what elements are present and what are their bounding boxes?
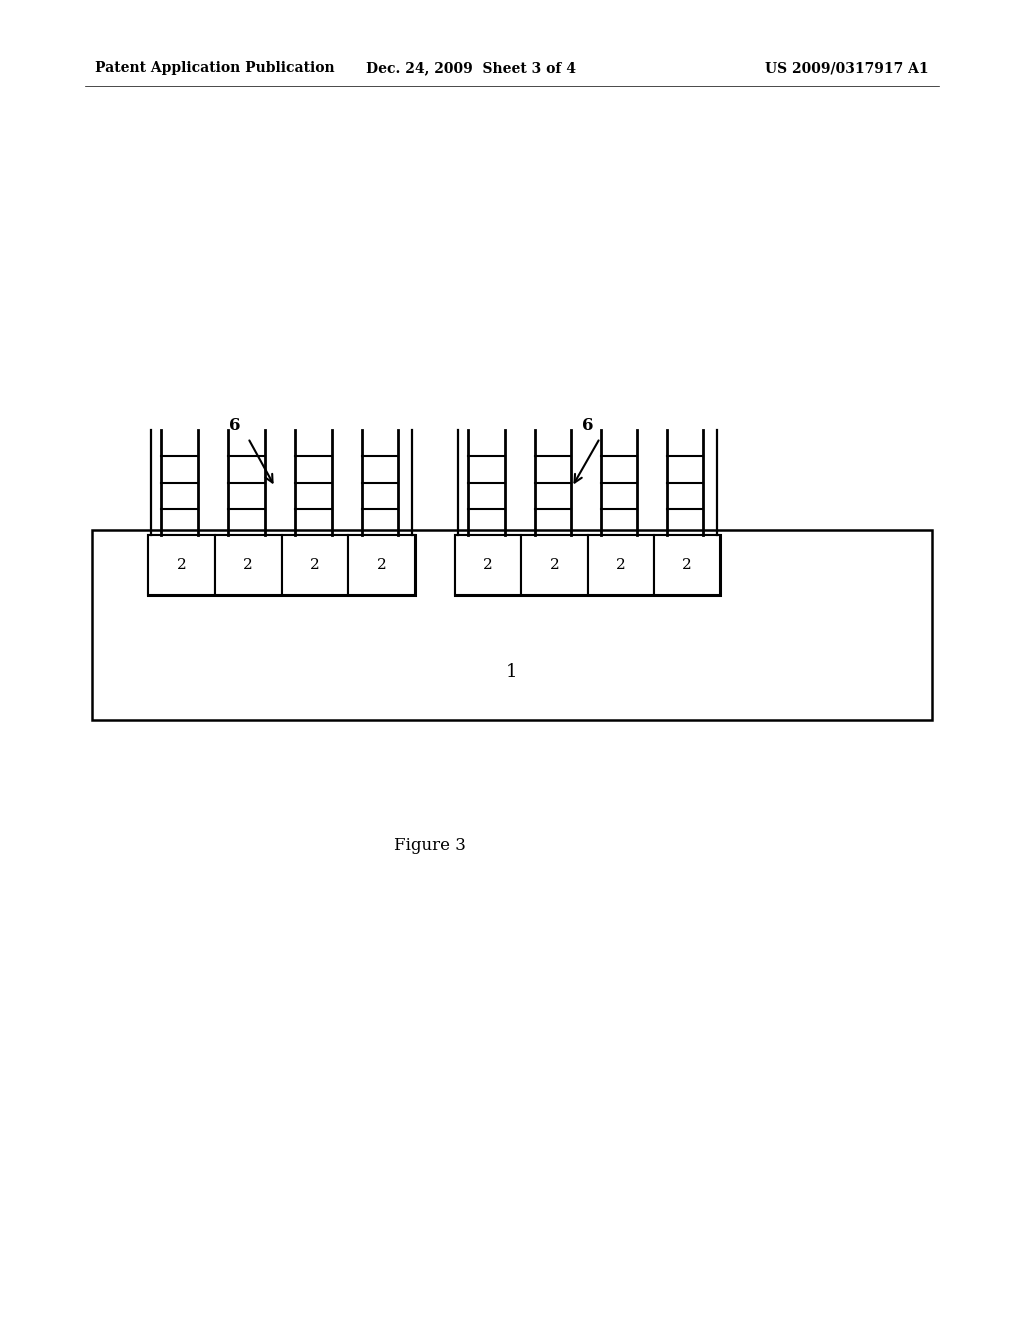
Bar <box>653 535 720 595</box>
Text: 2: 2 <box>483 558 493 572</box>
Text: US 2009/0317917 A1: US 2009/0317917 A1 <box>765 61 929 75</box>
Text: 2: 2 <box>244 558 253 572</box>
Text: 6: 6 <box>583 417 594 433</box>
Text: Patent Application Publication: Patent Application Publication <box>95 61 335 75</box>
Text: 6: 6 <box>229 417 241 433</box>
Text: Dec. 24, 2009  Sheet 3 of 4: Dec. 24, 2009 Sheet 3 of 4 <box>366 61 577 75</box>
Bar <box>148 535 215 595</box>
Text: 2: 2 <box>615 558 626 572</box>
Bar <box>148 535 415 595</box>
Text: 1: 1 <box>506 663 518 681</box>
Bar <box>92 531 932 719</box>
Text: 2: 2 <box>550 558 559 572</box>
Bar <box>455 535 521 595</box>
Bar <box>521 535 588 595</box>
Bar <box>282 535 348 595</box>
Bar <box>348 535 415 595</box>
Text: 2: 2 <box>310 558 319 572</box>
Text: 2: 2 <box>377 558 386 572</box>
Text: Figure 3: Figure 3 <box>394 837 466 854</box>
Text: 2: 2 <box>682 558 692 572</box>
Bar <box>588 535 653 595</box>
Bar <box>215 535 282 595</box>
Text: 2: 2 <box>176 558 186 572</box>
Bar <box>455 535 720 595</box>
